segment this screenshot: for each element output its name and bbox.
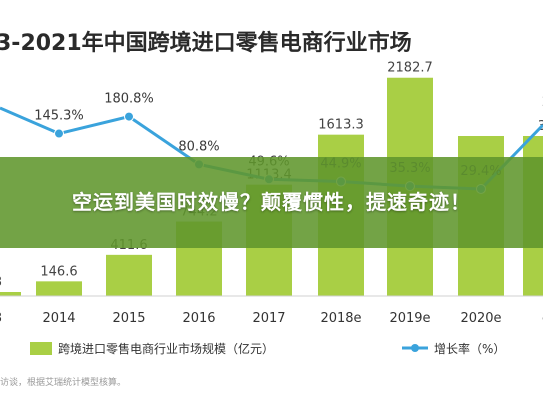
- chart-title: 3-2021年中国跨境进口零售电商行业市场: [0, 30, 412, 56]
- growth-label-2014: 145.3%: [34, 109, 84, 124]
- x-tick-2016: 2016: [182, 311, 215, 326]
- bar-3: [0, 292, 21, 296]
- headline-text: 空运到美国时效慢？颠覆惯性，提速奇迹！: [72, 190, 471, 214]
- x-tick-labels: 320142015201620172018e2019e2020ee: [0, 311, 543, 326]
- growth-label-2015: 180.8%: [104, 92, 154, 107]
- bar-label-2014: 146.6: [40, 264, 77, 279]
- legend-line-label: 增长率（%）: [434, 341, 505, 356]
- x-tick-2015: 2015: [112, 311, 145, 326]
- growth-label-e: 2: [542, 95, 543, 110]
- x-tick-2020e: 2020e: [460, 311, 501, 326]
- headline-overlay: 空运到美国时效慢？颠覆惯性，提速奇迹！: [0, 157, 543, 248]
- bar-label-2018e: 1613.3: [318, 118, 364, 133]
- bar-2014: [36, 281, 82, 296]
- x-tick-2017: 2017: [252, 311, 285, 326]
- x-tick-2014: 2014: [42, 311, 75, 326]
- source-note: 访谈，根据艾瑞统计模型核算。: [0, 376, 126, 388]
- bar-label-3: 3: [0, 275, 2, 290]
- bar-2015: [106, 254, 152, 296]
- bar-label-2019e: 2182.7: [387, 61, 433, 76]
- legend-line-marker: [411, 344, 419, 352]
- legend: 跨境进口零售电商行业市场规模（亿元） 增长率（%）: [30, 341, 505, 356]
- growth-point-2014: [54, 128, 64, 139]
- x-tick-2018e: 2018e: [320, 311, 361, 326]
- growth-label-2016: 80.8%: [178, 139, 219, 154]
- growth-point-2015: [124, 111, 134, 122]
- x-tick-3: 3: [0, 311, 2, 326]
- legend-bar-label: 跨境进口零售电商行业市场规模（亿元）: [58, 341, 274, 356]
- x-tick-2019e: 2019e: [389, 311, 430, 326]
- legend-bar-swatch: [30, 342, 52, 355]
